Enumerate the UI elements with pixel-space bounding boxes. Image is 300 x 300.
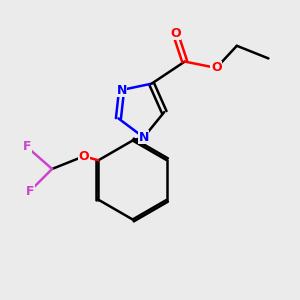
Text: O: O	[211, 61, 222, 74]
Text: N: N	[116, 83, 127, 97]
Text: F: F	[26, 184, 34, 198]
Text: N: N	[139, 131, 149, 144]
Text: O: O	[170, 27, 181, 40]
Text: O: O	[78, 150, 89, 163]
Text: F: F	[22, 140, 31, 153]
